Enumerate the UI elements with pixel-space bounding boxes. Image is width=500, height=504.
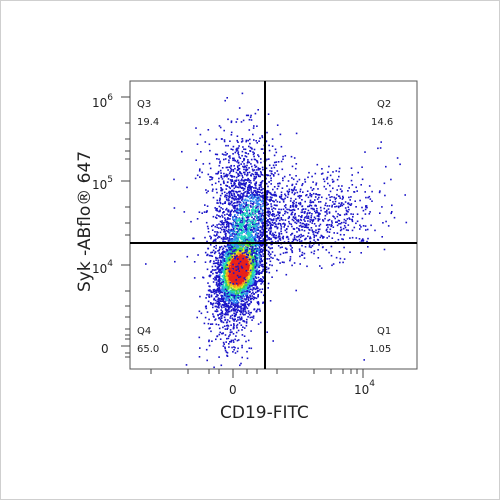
q3-name: Q3 [137,99,151,110]
q3-value: 19.4 [137,117,159,128]
y-tick-1e4: 104 [92,259,113,276]
density-dots [145,93,407,369]
y-tick-0: 0 [101,342,109,356]
q4-value: 65.0 [137,344,159,355]
q1-name: Q1 [377,326,391,337]
y-axis-ticks [121,97,130,357]
q4-name: Q4 [137,326,151,337]
x-axis-title: CD19-FITC [220,403,309,423]
y-tick-1e6: 106 [92,93,113,110]
y-axis-title: Syk -ABflo® 647 [75,151,95,292]
x-tick-0: 0 [229,383,237,397]
x-tick-1e4: 104 [354,379,375,397]
x-axis-ticks [151,369,363,378]
q1-value: 1.05 [369,344,391,355]
q2-name: Q2 [377,99,391,110]
q2-value: 14.6 [371,117,393,128]
y-tick-1e5: 105 [92,175,113,192]
